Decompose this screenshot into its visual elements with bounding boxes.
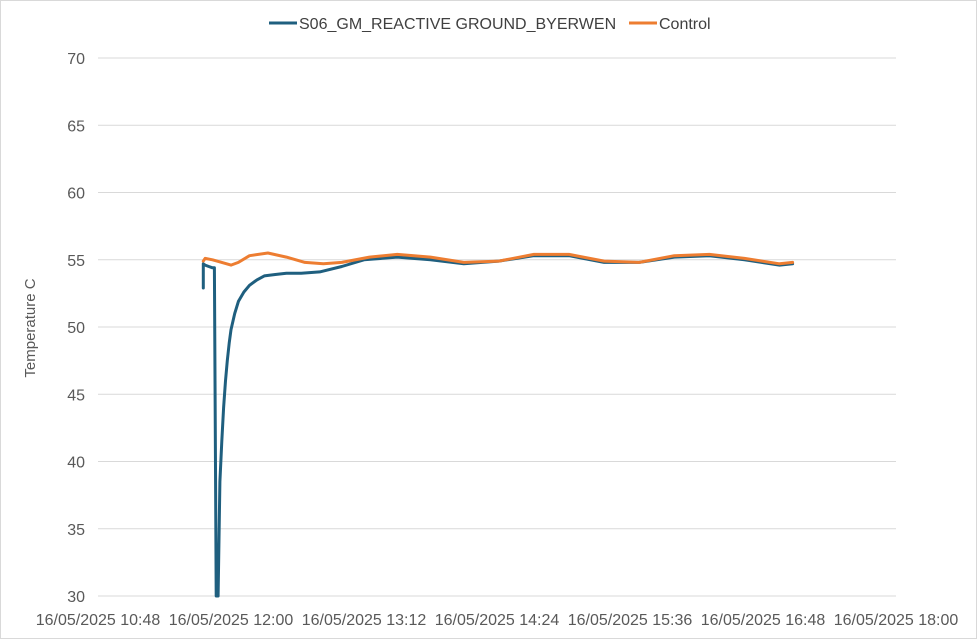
x-tick-label: 16/05/2025 12:00 bbox=[169, 612, 294, 629]
x-axis-ticks: 16/05/2025 10:48 16/05/2025 12:00 16/05/20… bbox=[36, 612, 959, 629]
series-line-0 bbox=[201, 254, 795, 598]
x-tick-label: 16/05/2025 14:24 bbox=[435, 612, 560, 629]
x-tick-label: 16/05/2025 10:48 bbox=[36, 612, 161, 629]
series-line-1 bbox=[201, 251, 795, 267]
y-tick-label: 65 bbox=[67, 118, 85, 135]
y-axis-title: Temperature C bbox=[22, 278, 39, 377]
x-tick-label: 16/05/2025 18:00 bbox=[834, 612, 959, 629]
legend-label: S06_GM_REACTIVE GROUND_BYERWEN bbox=[299, 16, 616, 33]
y-axis-ticks: 30 35 40 45 50 55 60 65 70 bbox=[67, 51, 85, 606]
y-tick-label: 70 bbox=[67, 51, 85, 68]
y-tick-label: 55 bbox=[67, 253, 85, 270]
x-tick-label: 16/05/2025 16:48 bbox=[701, 612, 826, 629]
y-tick-label: 45 bbox=[67, 387, 85, 404]
y-tick-label: 50 bbox=[67, 320, 85, 337]
x-tick-label: 16/05/2025 15:36 bbox=[568, 612, 693, 629]
y-tick-label: 60 bbox=[67, 186, 85, 203]
series-lines bbox=[201, 251, 795, 598]
y-tick-label: 40 bbox=[67, 455, 85, 472]
legend-label: Control bbox=[659, 16, 711, 33]
legend: S06_GM_REACTIVE GROUND_BYERWEN Control bbox=[269, 16, 711, 33]
gridlines bbox=[98, 57, 896, 597]
y-tick-label: 30 bbox=[67, 589, 85, 606]
x-tick-label: 16/05/2025 13:12 bbox=[302, 612, 427, 629]
y-tick-label: 35 bbox=[67, 522, 85, 539]
